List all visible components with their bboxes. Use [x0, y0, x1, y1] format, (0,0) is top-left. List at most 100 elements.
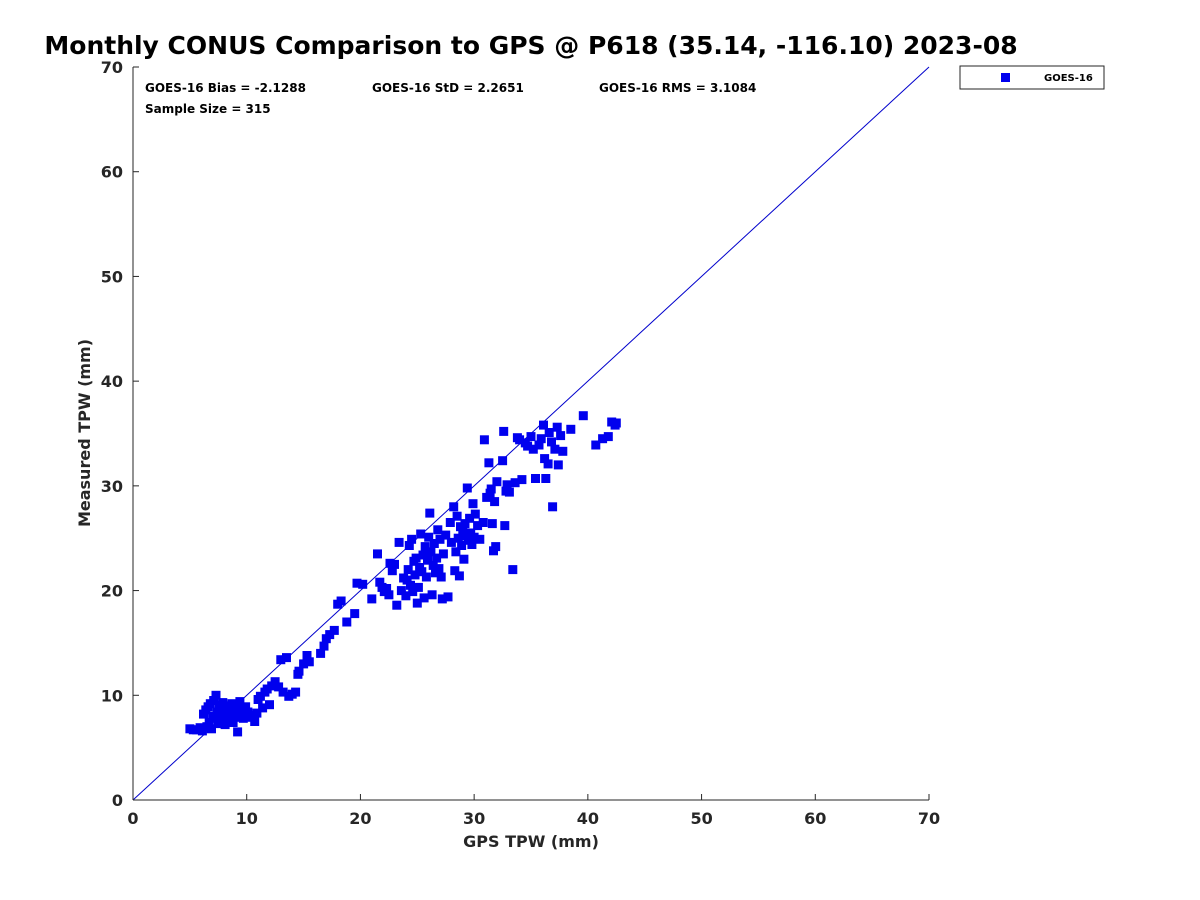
data-point [238, 713, 248, 723]
data-point [438, 549, 448, 559]
y-tick-label: 50 [101, 267, 123, 286]
data-point [552, 422, 562, 432]
data-point [550, 444, 560, 454]
data-point [548, 502, 558, 512]
y-tick-label: 30 [101, 477, 123, 496]
data-point [329, 625, 339, 635]
data-point [460, 519, 470, 529]
x-tick-label: 20 [349, 809, 371, 828]
x-axis-label: GPS TPW (mm) [463, 832, 599, 851]
y-tick-label: 0 [112, 791, 123, 810]
data-point [591, 440, 601, 450]
data-point [375, 577, 385, 587]
data-point [211, 690, 221, 700]
data-point [558, 446, 568, 456]
x-tick-label: 50 [690, 809, 712, 828]
data-point [228, 718, 238, 727]
data-point [528, 444, 538, 454]
data-point [418, 550, 428, 560]
data-point [462, 483, 472, 493]
data-point [384, 590, 394, 600]
data-point [475, 534, 485, 544]
data-point [515, 435, 525, 445]
data-point [250, 717, 260, 726]
data-point [419, 593, 429, 603]
data-point [207, 724, 216, 734]
x-tick-label: 10 [236, 809, 258, 828]
data-point [350, 609, 360, 619]
legend-label: GOES-16 [1044, 73, 1093, 84]
data-point [204, 718, 214, 727]
data-layer [132, 66, 930, 801]
data-point [352, 578, 362, 588]
data-point [465, 513, 475, 523]
data-point [433, 525, 443, 535]
data-point [468, 499, 478, 509]
data-point [469, 532, 479, 542]
std-annotation: GOES-16 StD = 2.2651 [372, 81, 524, 95]
data-point [426, 547, 436, 557]
x-tick-label: 40 [577, 809, 599, 828]
data-point [502, 480, 512, 490]
data-point [373, 549, 382, 559]
data-point [436, 572, 446, 582]
data-point [403, 565, 413, 575]
data-point [458, 526, 468, 536]
data-point [540, 454, 550, 464]
data-point [291, 687, 301, 697]
data-point [457, 541, 467, 550]
data-point [536, 434, 546, 444]
data-point [504, 487, 514, 497]
data-point [319, 641, 329, 651]
data-point [578, 411, 588, 421]
data-point [523, 441, 533, 451]
data-point [517, 475, 527, 485]
data-point [235, 697, 245, 707]
y-tick-label: 20 [101, 582, 123, 601]
data-point [566, 424, 576, 434]
data-point [252, 708, 262, 718]
data-point [382, 584, 392, 593]
data-point [423, 555, 432, 565]
data-point [411, 553, 421, 563]
data-point [421, 572, 431, 582]
data-point [441, 530, 451, 540]
data-point [611, 418, 621, 428]
data-point [510, 478, 520, 488]
data-point [278, 687, 288, 697]
legend-marker [1001, 73, 1010, 82]
data-point [486, 484, 496, 494]
data-point [420, 542, 430, 552]
y-tick-label: 40 [101, 372, 123, 391]
data-point [498, 456, 508, 466]
data-point [543, 459, 553, 469]
data-point [454, 571, 464, 581]
data-point [487, 519, 497, 529]
data-point [484, 458, 494, 468]
data-point [427, 590, 437, 600]
data-point [539, 420, 548, 430]
data-point [265, 700, 274, 710]
data-point [342, 617, 352, 627]
data-point [531, 474, 540, 483]
data-point [367, 594, 377, 604]
data-point [556, 431, 566, 441]
data-point [302, 651, 312, 660]
data-point [282, 653, 291, 663]
data-point [526, 432, 536, 442]
data-point [479, 435, 489, 445]
x-ticks: 0 10 20 30 40 50 60 70 [127, 794, 940, 828]
data-point [428, 560, 438, 570]
data-point [435, 534, 445, 544]
data-point [432, 553, 442, 563]
data-point [598, 434, 608, 444]
x-tick-label: 30 [463, 809, 485, 828]
data-point [541, 474, 551, 483]
data-point [473, 521, 483, 531]
y-ticks: 0 10 20 30 40 50 60 70 [101, 58, 139, 810]
data-point [258, 703, 268, 713]
data-point [404, 541, 414, 550]
data-point [547, 437, 556, 447]
x-tick-label: 0 [127, 809, 138, 828]
